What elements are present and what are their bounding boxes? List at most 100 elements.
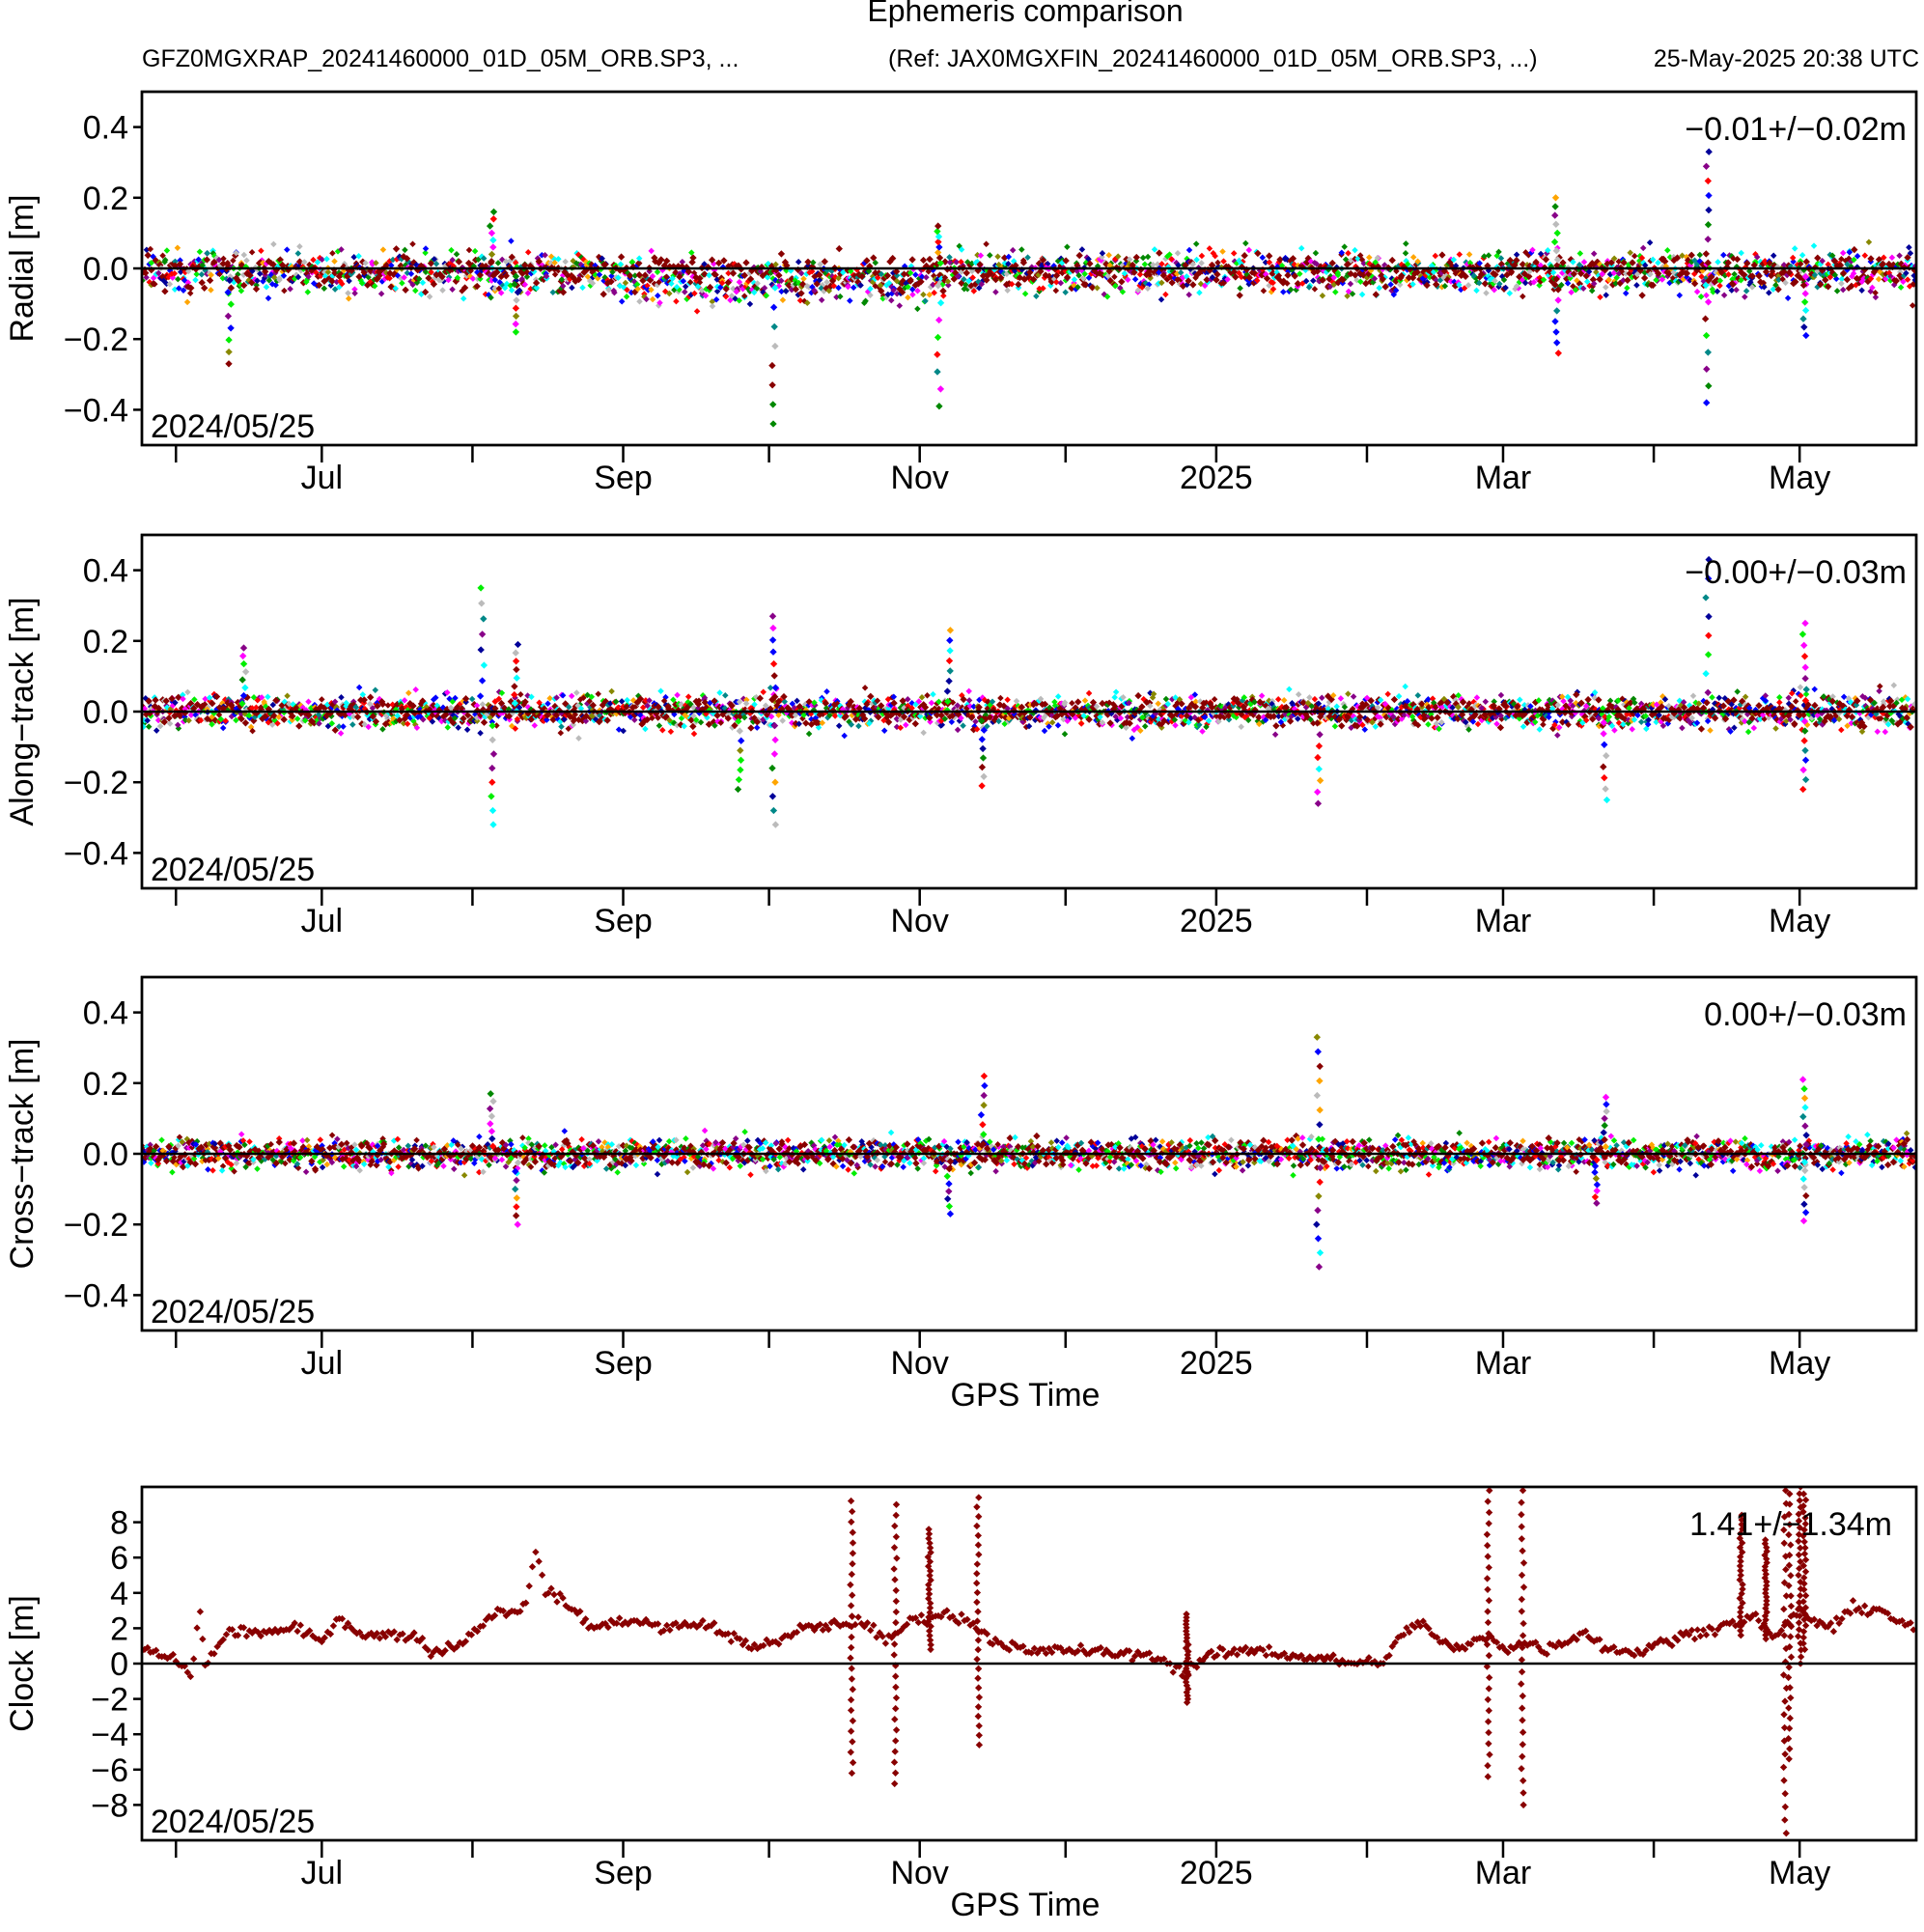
residual-point — [775, 271, 783, 279]
residual-point — [915, 698, 923, 705]
residual-point — [494, 260, 502, 266]
residual-point — [911, 719, 919, 728]
residual-point — [900, 713, 908, 721]
residual-point — [367, 693, 375, 701]
outlier-point — [511, 280, 518, 289]
residual-point — [797, 269, 805, 277]
residual-point — [1291, 272, 1298, 280]
residual-point — [646, 697, 653, 704]
residual-point — [922, 297, 929, 305]
residual-point — [402, 246, 408, 254]
residual-point — [253, 281, 260, 289]
residual-point — [473, 717, 481, 724]
x-tick-label: Nov — [890, 460, 948, 496]
residual-point — [760, 688, 767, 695]
residual-point — [150, 280, 157, 288]
residual-point — [521, 698, 529, 706]
residual-point — [946, 259, 954, 266]
residual-point — [388, 262, 395, 269]
residual-point — [728, 293, 736, 299]
residual-point — [969, 274, 976, 281]
outlier-point — [227, 300, 235, 308]
residual-point — [287, 285, 293, 293]
residual-point — [453, 250, 460, 258]
outlier-point — [1702, 250, 1710, 258]
residual-point — [270, 273, 278, 281]
residual-point — [648, 247, 655, 255]
residual-point — [805, 730, 813, 738]
residual-point — [1513, 703, 1521, 711]
residual-point — [552, 712, 561, 719]
residual-point — [792, 285, 799, 294]
residual-point — [365, 723, 372, 731]
residual-point — [399, 280, 405, 287]
residual-point — [1434, 714, 1441, 721]
residual-point — [701, 270, 709, 278]
outlier-point — [1705, 382, 1713, 390]
residual-point — [1392, 277, 1400, 285]
residual-point — [305, 273, 312, 280]
residual-point — [747, 724, 755, 732]
residual-point — [655, 703, 662, 711]
residual-point — [508, 287, 516, 294]
residual-point — [422, 268, 430, 276]
residual-point — [997, 274, 1005, 282]
residual-point — [559, 692, 567, 699]
outlier-point — [513, 296, 520, 304]
residual-point — [557, 729, 565, 737]
figure-title: Ephemeris comparison — [867, 0, 1183, 28]
data-points — [143, 148, 1915, 428]
residual-point — [899, 697, 906, 705]
residual-point — [294, 273, 302, 281]
residual-point — [521, 281, 529, 289]
residual-point — [624, 286, 630, 294]
residual-point — [608, 687, 615, 695]
residual-point — [345, 290, 351, 296]
residual-point — [331, 286, 339, 293]
residual-point — [345, 295, 352, 302]
residual-point — [780, 692, 788, 701]
residual-point — [392, 245, 401, 253]
residual-point — [702, 292, 710, 299]
residual-point — [162, 697, 170, 705]
residual-point — [586, 698, 593, 705]
residual-point — [926, 255, 934, 264]
residual-point — [544, 716, 550, 723]
residual-point — [800, 712, 807, 718]
residual-point — [1851, 245, 1858, 254]
residual-point — [1299, 699, 1307, 707]
residual-point — [428, 268, 434, 276]
residual-point — [663, 257, 671, 265]
y-tick-label: −0.4 — [64, 392, 128, 429]
residual-point — [937, 712, 945, 719]
residual-point — [362, 260, 369, 266]
residual-point — [407, 270, 415, 277]
outlier-point — [935, 254, 944, 262]
residual-point — [778, 277, 785, 284]
residual-point — [143, 277, 146, 284]
generation-timestamp: 25-May-2025 20:38 UTC — [1654, 45, 1919, 72]
residual-point — [1269, 713, 1278, 720]
outlier-point — [771, 342, 779, 350]
residual-point — [788, 712, 796, 719]
residual-point — [361, 720, 368, 728]
residual-point — [1041, 700, 1049, 709]
residual-point — [1490, 702, 1497, 710]
residual-point — [1501, 702, 1510, 710]
residual-point — [764, 274, 771, 281]
residual-point — [1390, 695, 1399, 704]
residual-point — [1481, 280, 1490, 288]
residual-point — [857, 282, 864, 289]
residual-point — [249, 727, 256, 735]
residual-point — [941, 274, 949, 281]
residual-point — [427, 260, 435, 267]
residual-point — [366, 700, 374, 708]
residual-point — [461, 695, 470, 703]
residual-point — [816, 271, 823, 279]
residual-point — [795, 258, 802, 266]
residual-point — [195, 256, 202, 264]
residual-point — [572, 711, 579, 718]
residual-point — [1802, 258, 1810, 266]
residual-point — [324, 268, 332, 276]
outlier-point — [1802, 331, 1810, 340]
